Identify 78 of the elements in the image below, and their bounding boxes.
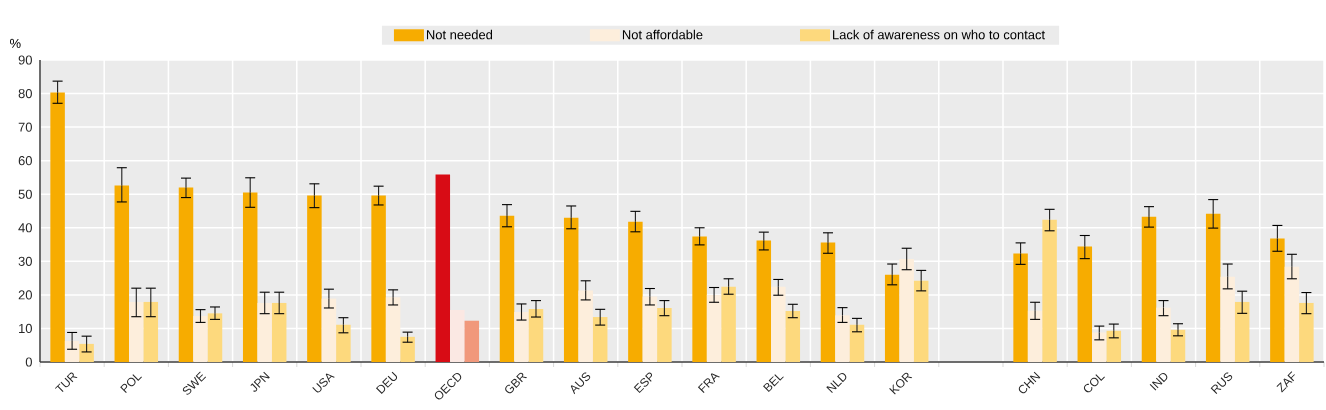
x-tick-label: USA xyxy=(312,373,335,393)
y-tick-label: 10 xyxy=(19,323,32,334)
bar xyxy=(563,217,579,362)
bar xyxy=(336,324,351,362)
bar xyxy=(400,336,415,362)
bar xyxy=(1299,302,1314,362)
bar xyxy=(771,286,786,362)
y-tick-label: 50 xyxy=(18,189,32,199)
bar xyxy=(899,258,914,362)
bar xyxy=(628,221,643,362)
bar xyxy=(193,316,208,362)
y-tick-label: 0 xyxy=(25,357,32,367)
y-tick-label: 70 xyxy=(18,122,32,132)
y-tick-label: 90 xyxy=(18,55,32,65)
bar xyxy=(1205,213,1221,362)
bar xyxy=(129,301,144,362)
bar xyxy=(1170,329,1186,362)
bar xyxy=(435,174,451,362)
x-tick-label: BEL xyxy=(763,374,784,393)
bar xyxy=(1106,330,1122,362)
x-tick-label: FRA xyxy=(697,373,720,393)
bar xyxy=(1141,216,1157,362)
bar xyxy=(884,274,900,362)
y-tick-label: 60 xyxy=(18,156,32,166)
bar xyxy=(1220,276,1235,362)
bar xyxy=(271,302,287,362)
bar xyxy=(835,315,850,362)
bar xyxy=(785,311,801,362)
bar xyxy=(849,324,865,362)
bar xyxy=(657,307,672,362)
bar xyxy=(514,312,529,362)
bar xyxy=(1013,253,1028,362)
bar xyxy=(207,313,223,362)
legend-label: Lack of awareness on who to contact xyxy=(833,29,1045,40)
legend-label: Not needed xyxy=(426,29,493,40)
x-tick-label: TUR xyxy=(54,372,78,392)
x-tick-label: NLD xyxy=(826,372,847,393)
x-tick-label: IND xyxy=(1149,372,1168,391)
y-tick-label: 30 xyxy=(18,256,32,266)
bar xyxy=(464,320,480,362)
bar xyxy=(1042,219,1057,362)
x-tick-label: COL xyxy=(1083,374,1105,393)
bar xyxy=(756,240,772,362)
x-tick-label: JPN xyxy=(250,371,270,392)
bar xyxy=(114,185,130,362)
bar xyxy=(706,294,722,362)
bar xyxy=(578,290,593,362)
bar xyxy=(913,280,929,362)
bar xyxy=(371,195,386,362)
bar xyxy=(642,296,658,362)
bar xyxy=(1234,301,1250,362)
bar xyxy=(1156,307,1171,362)
legend-label: Not affordable xyxy=(622,29,703,40)
bar xyxy=(1027,310,1043,362)
bar xyxy=(143,301,159,362)
bar xyxy=(1092,332,1107,362)
bar xyxy=(450,309,465,362)
y-tick-label: 80 xyxy=(18,88,32,99)
bar xyxy=(721,286,736,362)
bar xyxy=(178,187,194,362)
bar xyxy=(307,195,322,362)
bar xyxy=(692,236,707,362)
bar xyxy=(321,298,337,362)
bar xyxy=(242,192,258,362)
bar xyxy=(820,242,836,362)
bar xyxy=(499,215,515,362)
bar xyxy=(592,317,608,362)
bar xyxy=(385,297,401,362)
x-tick-label: POL xyxy=(120,374,142,394)
bar xyxy=(1270,238,1285,362)
y-tick-label: 20 xyxy=(18,290,32,300)
bar xyxy=(528,308,544,362)
bar xyxy=(257,302,272,362)
y-axis-title: % xyxy=(10,38,21,48)
bar xyxy=(50,92,65,362)
bar xyxy=(1077,246,1093,362)
bar xyxy=(1284,266,1300,362)
y-tick-label: 40 xyxy=(18,223,32,233)
